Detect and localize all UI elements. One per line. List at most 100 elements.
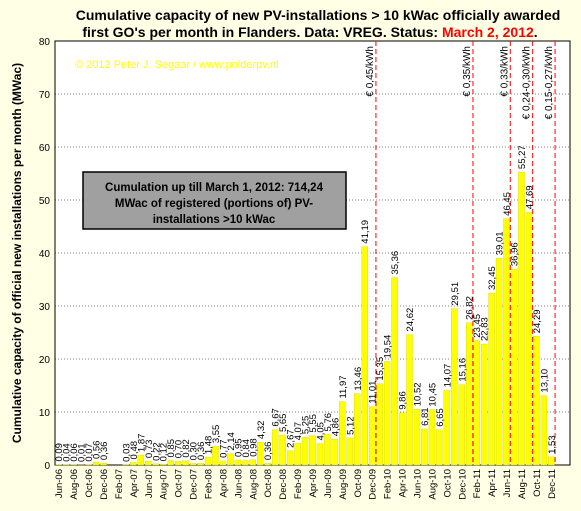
bar [421, 428, 428, 466]
data-labels: 0,090,040,060,010,070,560,36 0,030,481,87… [54, 145, 558, 462]
bar [294, 443, 301, 466]
bar [219, 460, 227, 466]
data-label: 15,16 [457, 358, 468, 382]
x-tick-label: Dec-09 [368, 469, 379, 500]
data-label: 11,97 [338, 375, 349, 398]
bar [443, 390, 451, 466]
bar [339, 401, 346, 466]
data-label: 0,04 [62, 443, 73, 462]
bar [137, 454, 145, 466]
x-tick-label: Feb-07 [114, 469, 125, 499]
annotation-box: Cumulation up till March 1, 2012: 714,24… [82, 171, 347, 230]
x-tick-label: Aug-11 [517, 469, 528, 499]
data-label: 22,83 [480, 317, 491, 341]
bar [145, 460, 152, 466]
data-label: 1,87 [136, 434, 147, 453]
data-label: 0,56 [92, 441, 103, 460]
x-tick-label: Aug-10 [427, 469, 438, 500]
bar [354, 393, 361, 466]
data-label: 10,52 [412, 382, 423, 406]
y-axis-label: Cumulative capacity of official new inst… [10, 63, 24, 443]
chart-title-date: March 2, 2012 [442, 24, 534, 40]
data-label: 5,65 [278, 414, 289, 433]
bars [55, 171, 555, 466]
data-label: 0,01 [77, 443, 88, 462]
copyright-text: © 2012 Peter J. Segaar / www.polderpv.nl [75, 59, 279, 71]
x-tick-label: Jun-06 [54, 469, 65, 498]
data-label: 5,25 [301, 416, 312, 435]
x-tick-label: Apr-10 [398, 469, 409, 498]
bar [398, 412, 406, 466]
bar [264, 462, 271, 466]
data-label: 0,22 [151, 442, 162, 461]
x-tick-label: Oct-11 [532, 469, 543, 497]
data-label: 36,96 [510, 242, 521, 266]
y-axis: 0 10 20 30 40 50 60 70 80 [39, 37, 51, 472]
bar [331, 439, 339, 466]
data-label: 0,06 [69, 443, 80, 462]
bar [458, 384, 465, 466]
data-label: 0,48 [129, 441, 140, 460]
x-tick-label: Apr-11 [487, 469, 498, 497]
y-tick-label: 20 [39, 355, 51, 366]
bar [368, 406, 376, 466]
x-tick-label: Dec-07 [189, 469, 200, 500]
bar [510, 268, 518, 466]
data-label: 3,55 [211, 425, 222, 444]
data-label: 0,84 [241, 439, 252, 458]
data-label: 2,67 [286, 429, 297, 448]
data-label: 24,62 [405, 308, 416, 332]
x-tick-label: Oct-10 [442, 469, 453, 498]
bar [279, 434, 286, 466]
y-tick-label: 0 [44, 461, 50, 472]
data-label: 0,03 [121, 443, 132, 462]
bar [249, 459, 256, 466]
x-tick-label: Jun-07 [144, 469, 155, 498]
data-label: 9,86 [398, 391, 409, 410]
bar [495, 258, 503, 466]
x-tick-label: Aug-06 [69, 469, 80, 500]
bar [473, 340, 480, 466]
x-tick-label: Feb-09 [293, 469, 304, 499]
bar [518, 171, 525, 466]
data-label: 23,45 [472, 314, 483, 338]
data-label: 11,01 [368, 381, 379, 404]
bar [130, 462, 137, 466]
x-tick-label: Feb-10 [383, 469, 394, 499]
data-label: 4,05 [315, 422, 326, 441]
annotation-line1: Cumulation up till March 1, 2012: 714,24 [105, 182, 324, 194]
bar [480, 343, 488, 466]
data-label: 0,70 [174, 440, 185, 459]
data-label: 26,82 [465, 296, 476, 320]
data-label: 0,98 [248, 438, 259, 457]
bar [174, 461, 182, 466]
bar [503, 218, 510, 466]
bar [227, 453, 234, 466]
data-label: 0,77 [218, 439, 229, 458]
bar [540, 395, 548, 466]
data-label: 0,85 [166, 439, 177, 458]
data-label: 5,76 [323, 413, 334, 432]
data-label: 13,46 [353, 367, 364, 391]
y-tick-label: 10 [39, 408, 51, 419]
y-tick-label: 50 [39, 196, 51, 207]
x-tick-label: Jun-08 [233, 469, 244, 498]
bar [271, 429, 279, 466]
data-label: 29,51 [450, 282, 461, 306]
bar [451, 308, 458, 466]
data-label: 4,32 [256, 421, 267, 440]
data-label: 35,36 [390, 251, 401, 275]
data-label: 2,14 [226, 432, 237, 451]
tariff-label: € 0,33/kWh [499, 46, 510, 97]
bar [548, 456, 555, 466]
x-tick-label: Feb-11 [472, 469, 483, 498]
data-label: 0,07 [84, 443, 95, 462]
bar [488, 292, 495, 466]
y-tick-label: 30 [39, 302, 51, 313]
bar [212, 446, 219, 466]
bar [324, 434, 331, 466]
x-tick-label: Jun-10 [412, 469, 423, 498]
bar [525, 212, 533, 466]
y-tick-label: 70 [39, 90, 51, 101]
data-label: 0,09 [54, 443, 65, 462]
